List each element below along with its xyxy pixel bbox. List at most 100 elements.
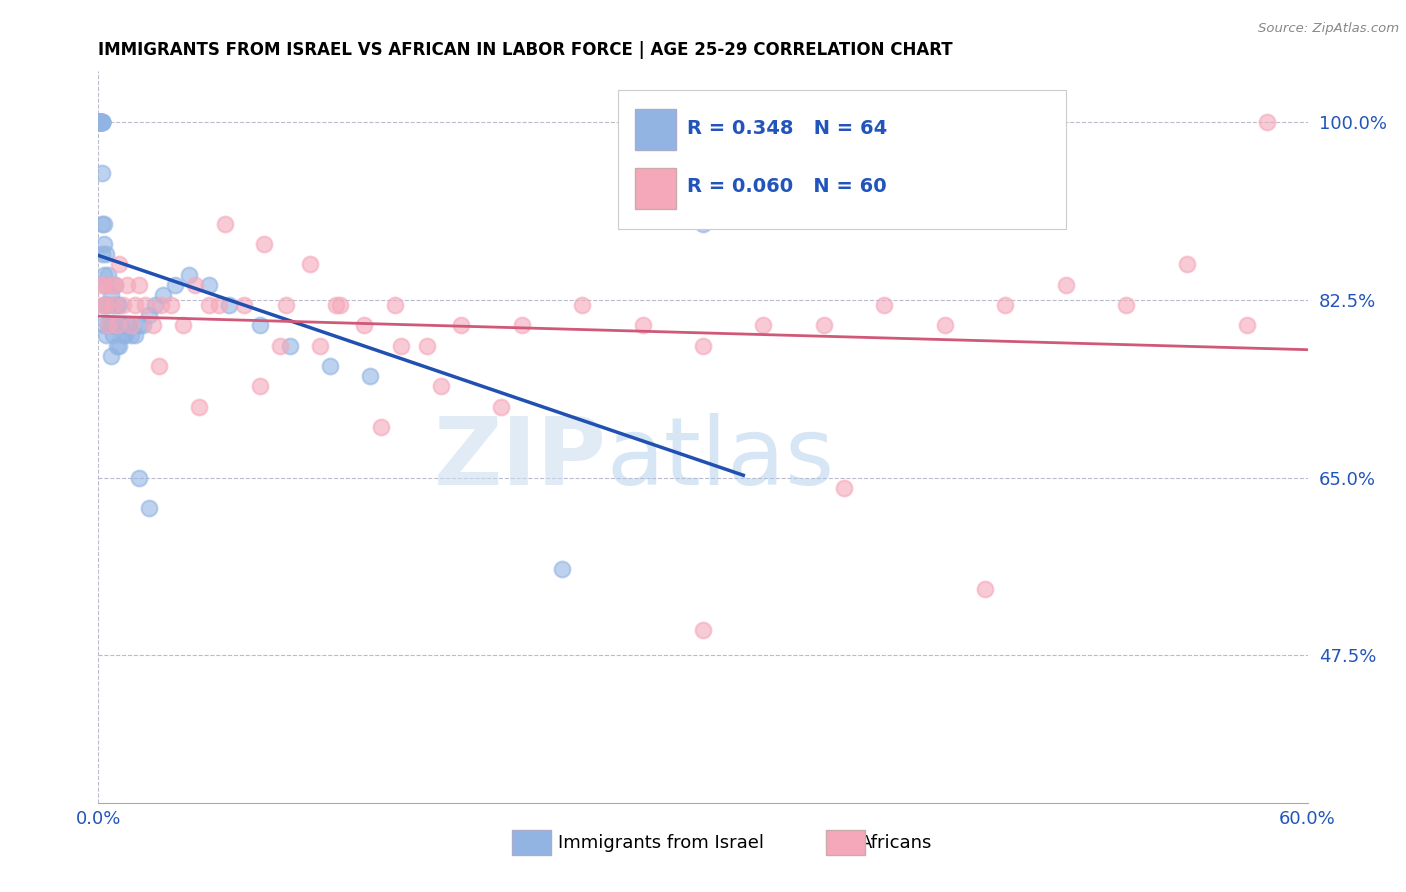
Point (91, 115, 114, 129)
Point (128, 277, 150, 292)
Point (96, 277, 118, 292)
Text: IMMIGRANTS FROM ISRAEL VS AFRICAN IN LABOR FORCE | AGE 25-29 CORRELATION CHART: IMMIGRANTS FROM ISRAEL VS AFRICAN IN LAB… (98, 41, 953, 59)
Point (96, 247, 118, 261)
Point (100, 349, 122, 363)
Point (934, 318, 956, 333)
Point (149, 298, 172, 312)
Point (91, 217, 114, 231)
Point (319, 359, 342, 373)
Point (450, 318, 472, 333)
Point (103, 277, 125, 292)
Point (208, 298, 231, 312)
Point (93, 237, 115, 252)
Point (329, 298, 352, 312)
Point (249, 379, 271, 393)
Point (232, 298, 254, 312)
Text: atlas: atlas (606, 413, 835, 505)
Point (269, 338, 291, 352)
Point (100, 277, 122, 292)
Point (974, 582, 997, 597)
Text: Africans: Africans (860, 834, 932, 852)
Point (142, 318, 165, 333)
Point (873, 298, 896, 312)
FancyBboxPatch shape (636, 168, 676, 209)
Point (692, 217, 714, 231)
Point (1256, 115, 1278, 129)
Point (198, 298, 221, 312)
Point (249, 318, 271, 333)
Point (115, 277, 138, 292)
Point (89, 115, 111, 129)
Point (132, 318, 155, 333)
Point (89, 115, 111, 129)
Point (97, 268, 120, 282)
Point (93, 318, 115, 333)
Point (93, 268, 115, 282)
Point (1115, 298, 1137, 312)
Point (97, 318, 120, 333)
Point (416, 338, 439, 352)
FancyBboxPatch shape (827, 830, 865, 855)
Point (184, 277, 207, 292)
FancyBboxPatch shape (619, 89, 1066, 228)
Point (89, 115, 111, 129)
Point (89, 115, 111, 129)
Point (100, 288, 122, 302)
Point (172, 318, 194, 333)
Point (188, 400, 211, 414)
Point (274, 298, 297, 312)
Point (101, 298, 124, 312)
Point (96, 328, 118, 343)
Point (994, 298, 1017, 312)
Point (89, 115, 111, 129)
Point (103, 318, 125, 333)
Point (430, 379, 453, 393)
Text: Immigrants from Israel: Immigrants from Israel (558, 834, 763, 852)
Point (111, 328, 134, 343)
Point (111, 298, 134, 312)
Point (93, 277, 115, 292)
Point (353, 318, 375, 333)
Point (218, 298, 240, 312)
Point (124, 298, 146, 312)
Point (91, 115, 114, 129)
Point (91, 247, 114, 261)
Point (93, 217, 115, 231)
Point (143, 298, 166, 312)
Point (97, 318, 120, 333)
Point (128, 318, 150, 333)
Point (148, 359, 170, 373)
Point (89, 115, 111, 129)
Point (510, 318, 533, 333)
Point (118, 318, 141, 333)
Point (309, 338, 332, 352)
Point (128, 471, 150, 485)
Point (138, 501, 160, 516)
Point (1175, 257, 1198, 271)
Point (138, 308, 160, 322)
Text: R = 0.348   N = 64: R = 0.348 N = 64 (688, 119, 887, 138)
Point (278, 338, 301, 352)
Point (107, 338, 129, 352)
Point (100, 318, 122, 333)
Point (120, 328, 142, 343)
Point (1054, 277, 1077, 292)
Point (110, 318, 132, 333)
Point (752, 318, 775, 333)
Point (89, 277, 111, 292)
Point (96, 298, 118, 312)
Point (163, 277, 186, 292)
Point (96, 298, 118, 312)
Point (551, 562, 574, 576)
Text: ZIP: ZIP (433, 413, 606, 505)
Point (692, 623, 714, 637)
Point (101, 328, 124, 343)
Text: R = 0.060   N = 60: R = 0.060 N = 60 (688, 178, 887, 196)
Point (105, 298, 128, 312)
Point (101, 298, 124, 312)
Point (813, 318, 835, 333)
Point (103, 277, 125, 292)
Point (160, 298, 183, 312)
Point (97, 298, 120, 312)
Point (89, 115, 111, 129)
